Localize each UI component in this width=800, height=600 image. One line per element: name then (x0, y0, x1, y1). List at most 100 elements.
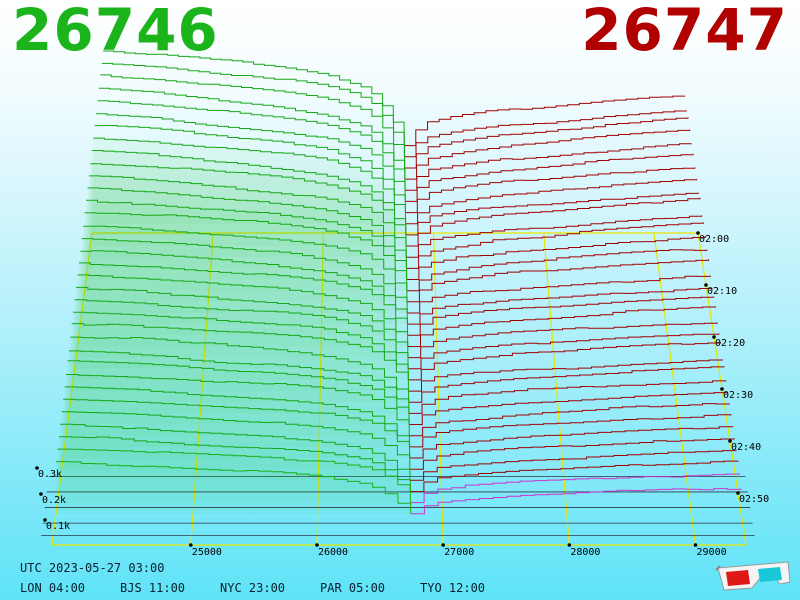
price-tick-label-26000: 26000 (318, 547, 348, 558)
time-tick-dot-4 (728, 439, 732, 443)
bid-line-9 (90, 163, 407, 246)
ask-line-32 (410, 473, 740, 504)
price-tick-label-27000: 27000 (444, 547, 474, 558)
price-tick-dot-28000 (567, 543, 572, 547)
bid-line-13 (84, 212, 408, 291)
bid-price: 26746 (12, 0, 219, 64)
bid-fill-22 (71, 323, 409, 392)
ask-line-31 (410, 460, 739, 492)
bid-fill-27 (64, 386, 410, 447)
ask-line-22 (408, 359, 723, 392)
bid-line-29 (61, 411, 411, 470)
ask-line-13 (406, 249, 708, 292)
ask-line-33 (410, 488, 742, 515)
ask-line-28 (409, 426, 734, 459)
ask-line-1 (404, 110, 687, 158)
ask-line-29 (409, 438, 735, 470)
bid-fill-26 (66, 374, 410, 436)
city-time-par: PAR 05:00 (320, 581, 386, 595)
price-gridline-29000 (653, 232, 697, 546)
bid-line-24 (68, 350, 410, 414)
ask-line-8 (405, 192, 699, 236)
ask-line-16 (407, 287, 713, 325)
depth-tick-dot-0 (35, 466, 39, 470)
utc-time: UTC 2023-05-27 03:00 (20, 561, 165, 575)
time-tick-label-3: 02:30 (723, 390, 753, 401)
ask-line-27 (409, 414, 732, 448)
bid-fill-32 (57, 449, 411, 503)
ask-line-5 (405, 153, 694, 202)
ask-line-3 (404, 129, 691, 180)
ask-line-19 (407, 322, 718, 359)
bid-area-fills (56, 138, 411, 514)
ask-line-18 (407, 306, 716, 347)
ask-line-24 (408, 380, 727, 414)
bid-line-5 (96, 113, 406, 202)
price-gridline-25000 (190, 232, 214, 546)
city-time-lon: LON 04:00 (20, 581, 86, 595)
ask-line-10 (406, 215, 703, 258)
bid-fill-31 (58, 436, 411, 492)
bid-line-30 (60, 423, 411, 481)
bid-line-2 (100, 74, 405, 168)
time-tick-label-4: 02:40 (731, 442, 761, 453)
ask-line-23 (408, 366, 725, 403)
ask-line-21 (408, 342, 722, 381)
3d-glasses-icon[interactable] (714, 558, 794, 592)
ask-line-17 (407, 296, 715, 336)
bid-line-23 (70, 336, 410, 403)
price-tick-label-29000: 29000 (697, 547, 727, 558)
bid-fill-10 (88, 175, 407, 258)
bid-line-17 (78, 262, 408, 336)
time-tick-dot-0 (696, 231, 700, 235)
time-tick-label-2: 02:20 (715, 338, 745, 349)
time-tick-dot-1 (704, 283, 708, 287)
ask-price: 26747 (581, 0, 788, 64)
bid-fill-9 (90, 163, 406, 246)
ask-line-4 (404, 143, 692, 191)
depth-tick-label-1: 0.2k (42, 495, 66, 506)
price-gridline-28000 (543, 232, 570, 546)
bid-line-14 (83, 225, 408, 302)
bid-line-3 (98, 87, 406, 180)
bid-line-27 (64, 386, 410, 447)
bid-line-7 (93, 137, 406, 224)
time-tick-dot-3 (720, 387, 724, 391)
axis-ticks: 25000 26000 27000 28000 29000 02:00 02:10 02:20… (35, 231, 769, 558)
ask-line-14 (406, 259, 710, 303)
ask-line-30 (410, 450, 737, 481)
bid-line-16 (80, 250, 408, 325)
ask-line-12 (406, 236, 706, 280)
bid-line-22 (71, 323, 409, 392)
bid-line-26 (66, 374, 410, 436)
ask-line-15 (407, 275, 711, 314)
price-gridline-26000 (316, 232, 324, 546)
depth-tick-label-2: 0.1k (46, 521, 70, 532)
bid-fill-29 (61, 411, 410, 470)
bid-fill-7 (93, 138, 406, 224)
ask-line-20 (408, 333, 720, 370)
bid-line-21 (73, 311, 409, 380)
bid-line-18 (77, 274, 409, 347)
bid-fill-13 (84, 212, 407, 291)
ask-line-2 (404, 117, 689, 169)
time-tick-dot-5 (736, 491, 740, 495)
bid-line-19 (76, 286, 409, 358)
bid-line-10 (88, 175, 407, 258)
city-time-tyo: TYO 12:00 (420, 581, 486, 595)
bid-fill-11 (87, 187, 407, 269)
time-tick-label-5: 02:50 (739, 494, 769, 505)
ask-line-6 (405, 167, 696, 214)
bid-line-11 (87, 187, 407, 269)
bid-fill-15 (81, 238, 408, 313)
bid-line-6 (94, 125, 406, 213)
bid-line-4 (97, 100, 406, 191)
bid-line-20 (74, 299, 409, 369)
depth-lines (56, 50, 742, 515)
time-tick-label-1: 02:10 (707, 286, 737, 297)
grid-frame (51, 232, 747, 546)
bid-line-8 (91, 150, 407, 235)
price-gridline-27000 (432, 232, 444, 546)
ask-line-26 (409, 403, 730, 437)
